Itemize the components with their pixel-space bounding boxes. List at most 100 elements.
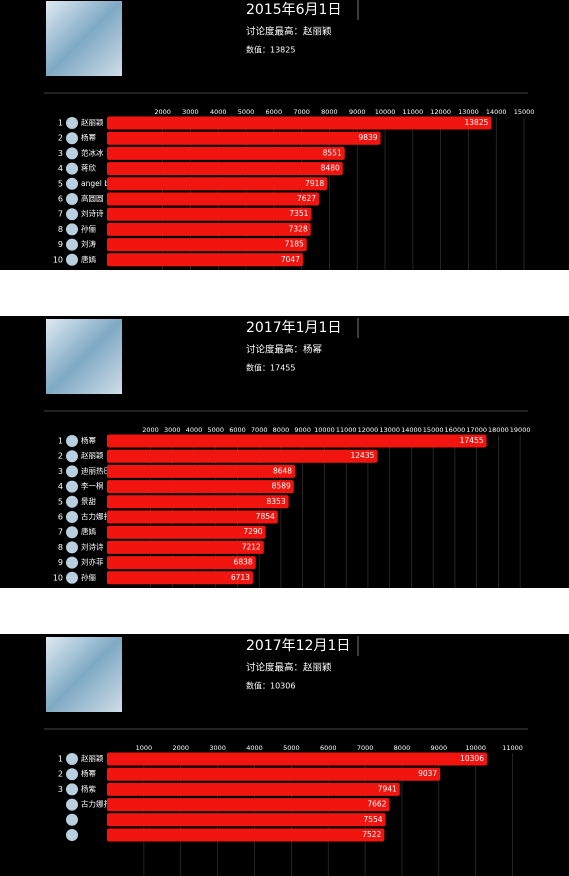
x-tick-label: 15000 [423, 426, 444, 434]
avatar [66, 435, 78, 447]
x-tick-label: 4000 [210, 108, 227, 116]
category-label: 唐嫣 [81, 526, 96, 536]
x-tick-label: 10000 [465, 744, 486, 752]
category-label: 杨幂 [81, 132, 96, 142]
value-label: 8589 [272, 482, 291, 491]
x-tick-label: 14000 [486, 108, 507, 116]
avatar [66, 162, 78, 175]
rank-label: 8 [58, 543, 63, 552]
value-label: 7627 [297, 194, 316, 203]
category-label: 迪丽热巴 [81, 465, 111, 475]
avatar [66, 768, 78, 781]
rank-label: 4 [58, 482, 63, 491]
value-label: 6838 [234, 558, 253, 567]
rank-label: 1 [58, 755, 63, 764]
rank-label: 3 [58, 467, 63, 476]
bar [107, 798, 390, 812]
avatar [66, 783, 78, 796]
x-tick-label: 11000 [502, 744, 523, 752]
category-label: 孙俪 [81, 572, 96, 582]
x-tick-label: 9000 [294, 426, 311, 434]
value-label: 7185 [285, 240, 304, 249]
annotation: 数值：13825 [246, 45, 295, 55]
avatar [66, 223, 78, 236]
category-label: 李一桐 [81, 481, 104, 491]
bar [107, 162, 343, 176]
x-tick-label: 10000 [375, 108, 396, 116]
rank-label: 9 [58, 240, 63, 249]
x-tick-label: 9000 [349, 108, 366, 116]
avatar [66, 193, 78, 205]
x-tick-label: 19000 [510, 426, 531, 434]
x-tick-label: 3000 [209, 744, 226, 752]
avatar [66, 238, 78, 251]
bar [107, 238, 307, 252]
bar [107, 177, 328, 191]
category-label: 刘涛 [81, 239, 96, 249]
bar [107, 752, 487, 766]
rank-label: 6 [58, 195, 63, 204]
avatar [66, 117, 78, 129]
x-tick-label: 9000 [431, 744, 448, 752]
category-label: 唐嫣 [81, 254, 96, 264]
value-label: 8480 [321, 164, 340, 173]
bar [107, 828, 385, 842]
avatar [66, 798, 78, 811]
bar [107, 495, 289, 509]
rank-label: 2 [58, 134, 63, 143]
x-tick-label: 8000 [273, 426, 290, 434]
bar [107, 480, 294, 494]
category-label: 杨幂 [81, 435, 96, 445]
x-tick-label: 12000 [430, 108, 451, 116]
subtitle: 讨论度最高：杨幂 [246, 344, 323, 356]
avatar [66, 450, 78, 463]
value-label: 7212 [242, 542, 261, 551]
x-tick-label: 3000 [182, 108, 199, 116]
x-tick-label: 5000 [207, 426, 224, 434]
rank-label: 6 [58, 513, 63, 522]
category-label: 范冰冰 [81, 147, 104, 157]
rank-label: 8 [58, 225, 63, 234]
bar [107, 525, 266, 539]
bar [107, 767, 441, 781]
avatar [66, 480, 78, 493]
value-label: 10306 [460, 754, 484, 763]
value-label: 7351 [289, 209, 308, 218]
avatar [66, 556, 78, 569]
x-tick-label: 14000 [401, 426, 422, 434]
avatar [66, 829, 78, 841]
value-label: 13825 [465, 118, 489, 127]
x-tick-label: 6000 [320, 744, 337, 752]
value-label: 8648 [273, 466, 292, 475]
value-label: 7941 [378, 784, 397, 793]
avatar [66, 147, 78, 160]
avatar [66, 571, 78, 584]
x-tick-label: 5000 [238, 108, 255, 116]
avatar [66, 177, 78, 190]
thumbnail [46, 637, 122, 712]
x-tick-label: 13000 [458, 108, 479, 116]
value-label: 7047 [281, 255, 300, 264]
x-tick-label: 3000 [164, 426, 181, 434]
x-tick-label: 5000 [283, 744, 300, 752]
category-label: 古力娜扎 [81, 799, 111, 809]
bar [107, 813, 386, 827]
category-label: 蒋欣 [81, 163, 96, 173]
category-label: 赵丽颖 [81, 117, 104, 127]
annotation: 数值：10306 [246, 681, 295, 691]
rank-label: 9 [58, 558, 63, 567]
rank-label: 2 [58, 770, 63, 779]
rank-label: 2 [58, 452, 63, 461]
x-tick-label: 18000 [488, 426, 509, 434]
x-tick-label: 8000 [321, 108, 338, 116]
value-label: 17455 [460, 436, 484, 445]
rank-label: 3 [58, 785, 63, 794]
x-tick-label: 2000 [154, 108, 171, 116]
category-label: 古力娜扎 [81, 511, 111, 521]
chart-title: 2017年12月1日 [246, 638, 350, 654]
category-label: 刘诗诗 [81, 541, 104, 551]
category-label: 杨幂 [81, 768, 96, 778]
value-label: 6713 [231, 573, 250, 582]
rank-label: 5 [58, 497, 63, 506]
